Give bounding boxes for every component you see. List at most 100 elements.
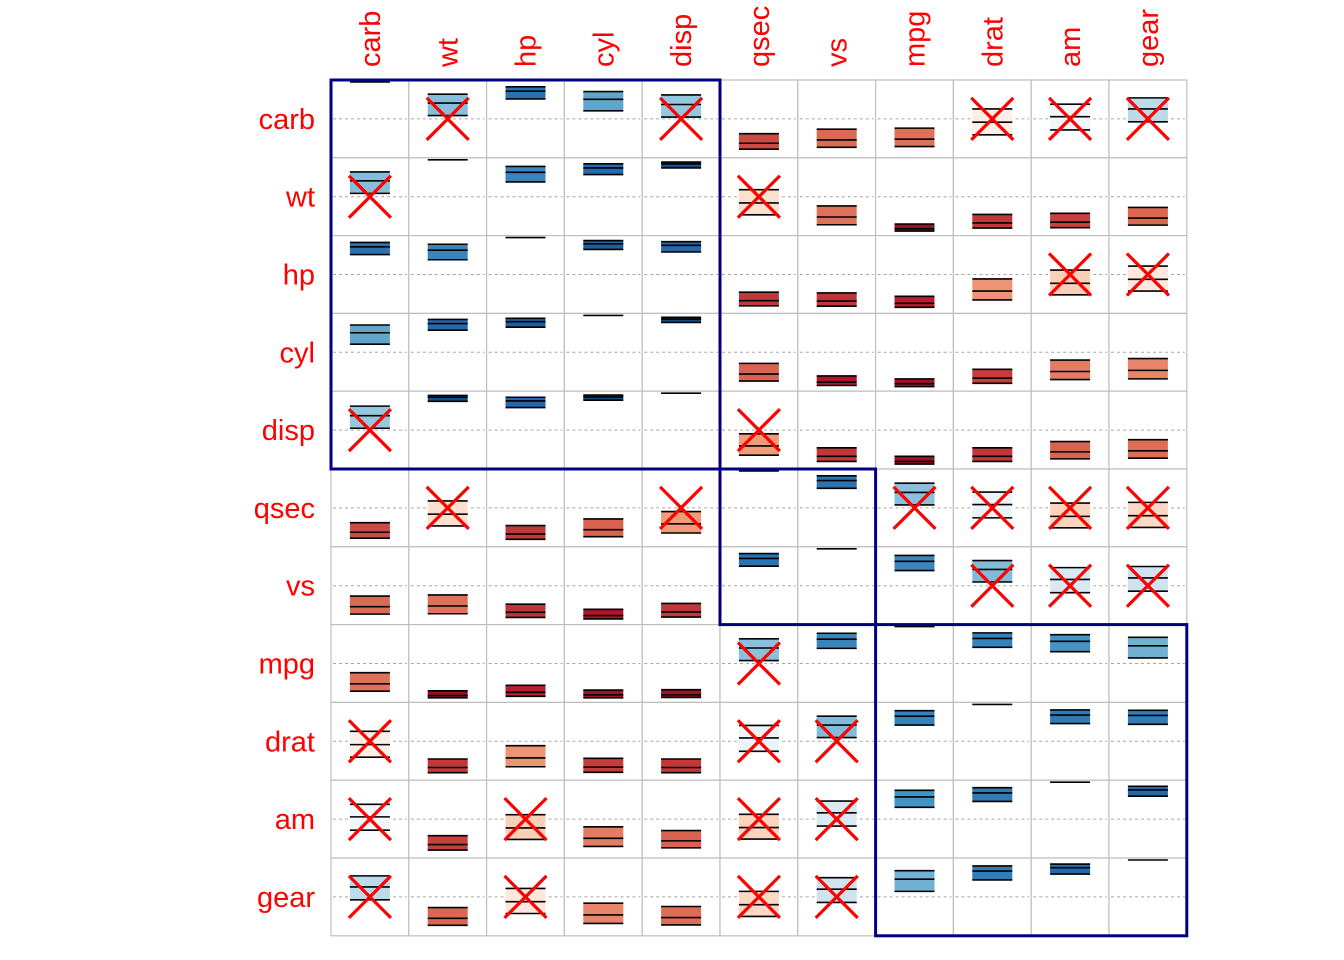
ci-mark-mpg-cyl xyxy=(583,689,624,699)
insignificant-cross-b xyxy=(736,641,782,686)
ci-mark-am-vs xyxy=(814,796,859,842)
ci-band xyxy=(816,633,857,649)
ci-band xyxy=(894,378,935,387)
ci-band xyxy=(427,907,468,926)
ci-band xyxy=(1050,864,1091,875)
ci-band xyxy=(972,865,1013,880)
ci-mark-vs-wt xyxy=(427,594,468,615)
ci-band xyxy=(1050,709,1091,724)
col-label-gear: gear xyxy=(1133,9,1165,67)
ci-band xyxy=(427,759,468,773)
insignificant-cross-b xyxy=(814,719,859,764)
ci-band xyxy=(894,456,935,465)
insignificant-cross-b xyxy=(736,407,782,453)
insignificant-cross-b xyxy=(425,96,470,142)
ci-band xyxy=(505,685,546,697)
ci-mark-gear-cyl xyxy=(583,902,624,925)
insignificant-cross-b xyxy=(736,874,782,920)
ci-mark-disp-am xyxy=(1050,440,1091,460)
col-label-cyl: cyl xyxy=(588,32,620,67)
ci-mark-cyl-disp xyxy=(661,316,702,324)
ci-mark-disp-cyl xyxy=(583,394,624,402)
ci-band xyxy=(583,518,624,537)
insignificant-cross-b xyxy=(425,485,470,531)
ci-mark-gear-drat xyxy=(972,865,1013,881)
ci-mark-qsec-cyl xyxy=(583,518,624,538)
ci-mark-vs-mpg xyxy=(894,554,935,572)
insignificant-cross-b xyxy=(1047,252,1093,297)
row-label-gear: gear xyxy=(257,882,315,914)
ci-mark-gear-qsec xyxy=(736,874,782,920)
ci-mark-disp-wt xyxy=(427,394,468,403)
ci-band xyxy=(349,875,390,900)
insignificant-cross-b xyxy=(503,874,548,920)
ci-band xyxy=(349,242,390,255)
ci-mark-wt-am xyxy=(1050,212,1091,229)
ci-mark-vs-hp xyxy=(505,603,546,619)
ci-mark-carb-cyl xyxy=(583,90,624,112)
ci-band xyxy=(738,133,779,150)
ci-mark-cyl-wt xyxy=(427,318,468,331)
ci-mark-cyl-gear xyxy=(1127,357,1168,380)
ci-mark-mpg-hp xyxy=(505,684,546,698)
ci-band xyxy=(427,594,468,614)
ci-mark-wt-carb xyxy=(347,171,393,219)
ci-mark-hp-cyl xyxy=(583,239,624,251)
ci-mark-qsec-drat xyxy=(970,485,1015,531)
ci-band xyxy=(816,205,857,225)
ci-band xyxy=(583,163,624,175)
ci-band xyxy=(972,278,1013,300)
ci-band xyxy=(1127,786,1168,797)
ci-mark-cyl-mpg xyxy=(894,378,935,388)
insignificant-cross-b xyxy=(503,796,548,842)
ci-band xyxy=(816,447,857,462)
ci-band xyxy=(661,689,702,698)
ci-band xyxy=(661,603,702,618)
ci-band xyxy=(505,745,546,767)
ci-mark-disp-mpg xyxy=(894,455,935,465)
ci-band xyxy=(1127,207,1168,226)
col-label-drat: drat xyxy=(977,17,1009,67)
ci-mark-qsec-wt xyxy=(425,485,470,531)
ci-band xyxy=(505,86,546,99)
col-label-qsec: qsec xyxy=(744,6,776,67)
ci-band xyxy=(894,790,935,808)
ci-mark-carb-mpg xyxy=(894,127,935,148)
ci-band xyxy=(349,672,390,692)
ci-band xyxy=(1050,360,1091,380)
insignificant-cross-b xyxy=(1125,96,1171,142)
ci-band xyxy=(427,244,468,260)
ci-band xyxy=(427,690,468,698)
insignificant-cross-b xyxy=(1125,563,1171,608)
ci-mark-hp-drat xyxy=(972,278,1013,301)
ci-band xyxy=(583,758,624,773)
insignificant-cross-b xyxy=(892,485,937,531)
insignificant-cross-b xyxy=(347,407,393,453)
ci-mark-disp-drat xyxy=(972,447,1013,463)
ci-mark-disp-qsec xyxy=(736,407,782,456)
insignificant-cross-b xyxy=(347,796,393,842)
ci-mark-drat-cyl xyxy=(583,757,624,774)
ci-mark-am-hp xyxy=(503,796,548,842)
insignificant-cross-b xyxy=(1125,252,1171,297)
ci-mark-carb-vs xyxy=(816,128,857,149)
ci-band xyxy=(661,94,702,118)
row-label-qsec: qsec xyxy=(254,493,315,525)
ci-mark-disp-gear xyxy=(1127,438,1168,459)
ci-mark-qsec-carb xyxy=(349,521,390,539)
col-label-carb: carb xyxy=(355,11,387,67)
ci-mark-mpg-gear xyxy=(1127,636,1168,659)
ci-band xyxy=(505,604,546,618)
ci-mark-am-cyl xyxy=(583,826,624,848)
ci-mark-wt-cyl xyxy=(583,163,624,176)
insignificant-cross-b xyxy=(814,874,859,920)
ci-band xyxy=(505,397,546,408)
cluster-rect-2 xyxy=(718,467,878,627)
ci-mark-gear-wt xyxy=(427,906,468,927)
ci-band xyxy=(1127,358,1168,379)
ci-mark-mpg-vs xyxy=(816,632,857,650)
ci-mark-hp-carb xyxy=(349,241,390,256)
insignificant-cross-b xyxy=(1047,96,1093,142)
ci-mark-am-drat xyxy=(972,786,1013,803)
ci-mark-drat-disp xyxy=(661,758,702,774)
